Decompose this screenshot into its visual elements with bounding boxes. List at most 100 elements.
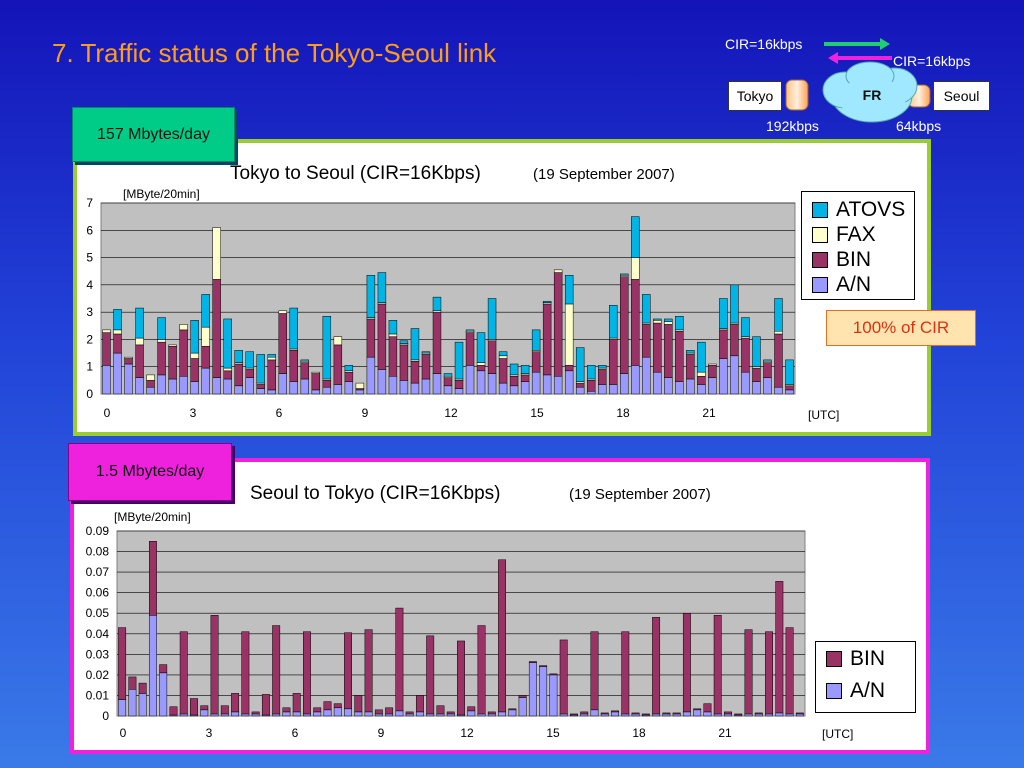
- bar-segment-bin: [426, 635, 435, 715]
- bar-segment-an: [148, 615, 157, 717]
- legend-item-an: A/N: [826, 679, 885, 703]
- bar-segment-an: [600, 713, 609, 717]
- bar-segment-bin: [282, 707, 291, 713]
- bar-segment-an: [426, 713, 435, 717]
- bar-segment-bin: [509, 376, 519, 387]
- bar-segment-an: [146, 386, 155, 395]
- bar-segment-an: [620, 373, 629, 395]
- bar-segment-an: [256, 388, 265, 395]
- bar-segment-bin: [620, 276, 629, 374]
- y-tick-label: 0.04: [86, 627, 110, 641]
- bar-segment-bin: [113, 333, 122, 354]
- bar-segment-an: [498, 382, 508, 395]
- bar-segment-atovs: [774, 298, 783, 332]
- speed-left-label: 192kbps: [766, 118, 819, 134]
- bar-segment-atovs: [388, 320, 398, 335]
- bar-segment-bin: [477, 625, 486, 715]
- bar-segment-an: [539, 666, 548, 717]
- bar-segment-bin: [354, 695, 363, 713]
- bar-segment-atovs: [620, 273, 629, 276]
- bar-segment-bin: [774, 333, 783, 388]
- bar-segment-bin: [102, 332, 111, 366]
- bar-segment-bin: [708, 365, 717, 378]
- bar-segment-bin: [377, 303, 387, 370]
- bar-segment-bin: [159, 664, 168, 674]
- bar-segment-an: [354, 711, 363, 717]
- bar-segment-an: [713, 713, 722, 717]
- bar-segment-an: [465, 365, 475, 395]
- bar-segment-an: [223, 378, 232, 395]
- bar-segment-bin: [333, 344, 343, 385]
- bar-segment-an: [355, 389, 365, 395]
- bar-segment-an: [118, 699, 127, 717]
- bar-segment-an: [467, 710, 476, 717]
- bar-segment-atovs: [564, 275, 574, 305]
- bar-segment-an: [323, 709, 332, 717]
- bar-segment-bin: [730, 324, 739, 357]
- bar-segment-atovs: [785, 359, 794, 385]
- tokyo-box: Tokyo: [728, 81, 782, 111]
- bar-segment-bin: [323, 701, 332, 711]
- bar-segment-bin: [432, 311, 442, 374]
- bar-segment-bin: [300, 362, 310, 380]
- bar-segment-an: [724, 713, 732, 717]
- y-tick-label: 6: [86, 223, 93, 237]
- legend-seoul-tokyo: BIN A/N: [815, 641, 916, 713]
- bar-segment-an: [272, 713, 281, 717]
- bar-segment-an: [159, 672, 168, 717]
- bar-segment-an: [168, 378, 177, 395]
- bar-segment-an: [157, 374, 166, 395]
- bar-segment-bin: [765, 631, 773, 715]
- bar-segment-fax: [113, 329, 122, 335]
- x-tick-label: 12: [444, 406, 458, 420]
- bar-segment-bin: [421, 354, 431, 380]
- bar-segment-an: [795, 713, 804, 717]
- bar-segment-an: [241, 713, 250, 717]
- bar-segment-bin: [697, 376, 706, 385]
- y-tick-label: 0.02: [86, 668, 110, 682]
- bar-segment-bin: [531, 351, 541, 373]
- bar-segment-bin: [518, 695, 527, 698]
- bar-segment-an: [509, 385, 519, 395]
- legend-tokyo-seoul: ATOVS FAX BIN A/N: [801, 191, 915, 300]
- bar-segment-bin: [549, 673, 558, 676]
- bar-segment-fax: [653, 320, 662, 324]
- bar-segment-bin: [498, 358, 508, 384]
- bar-segment-bin: [179, 631, 188, 715]
- bar-segment-atovs: [686, 350, 695, 354]
- bar-segment-bin: [600, 712, 609, 715]
- bar-segment-bin: [231, 693, 240, 713]
- bar-segment-bin: [724, 711, 732, 715]
- bar-segment-an: [752, 381, 761, 395]
- bar-segment-bin: [686, 354, 695, 380]
- bar-segment-an: [621, 713, 630, 717]
- bar-segment-atovs: [443, 373, 453, 377]
- bar-segment-an: [292, 711, 301, 717]
- bar-segment-fax: [190, 352, 199, 359]
- bar-segment-bin: [586, 380, 596, 392]
- bar-segment-bin: [190, 698, 198, 716]
- bar-segment-atovs: [476, 332, 486, 363]
- bar-segment-bin: [322, 380, 332, 388]
- bar-segment-an: [785, 389, 794, 395]
- bar-segment-bin: [364, 629, 373, 713]
- bar-segment-an: [138, 693, 147, 717]
- bar-segment-fax: [267, 356, 276, 361]
- bar-segment-atovs: [752, 336, 761, 367]
- x-tick-label: 12: [460, 726, 474, 740]
- bar-segment-bin: [754, 712, 763, 715]
- bar-segment-an: [611, 711, 619, 717]
- bar-segment-an: [609, 384, 618, 395]
- bar-segment-an: [653, 371, 662, 395]
- bar-segment-atovs: [675, 315, 684, 331]
- bar-segment-an: [693, 709, 702, 717]
- bar-segment-bin: [570, 713, 578, 716]
- legend-item-atovs: ATOVS: [812, 198, 905, 222]
- y-tick-label: 0: [86, 387, 93, 401]
- bar-segment-bin: [179, 329, 188, 377]
- bar-segment-atovs: [520, 365, 530, 374]
- bar-segment-an: [549, 674, 558, 717]
- bar-segment-fax: [476, 362, 486, 366]
- bar-segment-an: [741, 371, 750, 395]
- bar-segment-atovs: [344, 365, 354, 372]
